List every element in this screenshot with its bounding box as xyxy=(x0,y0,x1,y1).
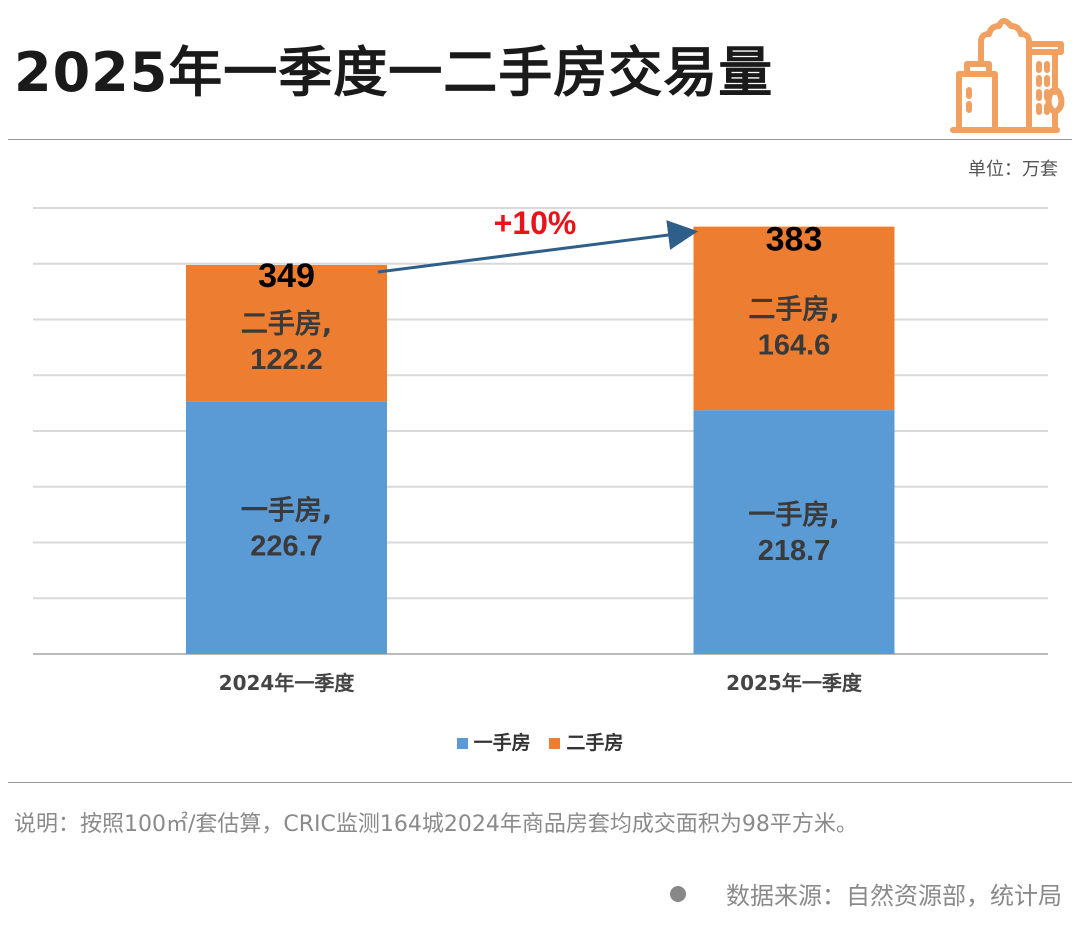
total-label: 383 xyxy=(766,221,823,259)
data-label-value: 164.6 xyxy=(758,329,831,361)
data-label-value: 226.7 xyxy=(250,531,323,563)
legend-swatch-second xyxy=(549,738,561,749)
data-label-name: 二手房, xyxy=(241,309,332,340)
legend-label-new: 一手房 xyxy=(473,732,531,754)
unit-label: 单位：万套 xyxy=(968,159,1058,180)
total-label: 349 xyxy=(258,257,315,295)
legend-label-second: 二手房 xyxy=(566,732,624,754)
bar-segment-new xyxy=(186,401,387,654)
bar-segment-second xyxy=(693,226,895,411)
page-title: 2025年一季度一二手房交易量 xyxy=(14,41,774,104)
x-tick-label: 2024年一季度 xyxy=(219,671,356,695)
data-source-text: 数据来源：自然资源部，统计局 xyxy=(726,882,1062,910)
data-source: 数据来源：自然资源部，统计局 xyxy=(670,876,1062,911)
growth-arrow xyxy=(377,220,698,274)
title-divider xyxy=(8,139,1072,140)
data-label-name: 一手房, xyxy=(748,500,839,531)
city-buildings-icon xyxy=(950,18,1065,133)
legend-item-new: 一手房 xyxy=(456,732,531,754)
data-label-name: 二手房, xyxy=(748,294,839,325)
data-label-name: 一手房, xyxy=(241,496,332,527)
growth-annotation: +10% xyxy=(494,205,577,241)
legend-swatch-new xyxy=(456,738,468,749)
data-label-value: 122.2 xyxy=(250,344,323,376)
legend: 一手房 二手房 xyxy=(0,728,1080,755)
bar-segment-new xyxy=(693,410,895,654)
data-label-value: 218.7 xyxy=(758,535,831,567)
bullet-icon xyxy=(670,886,686,902)
x-tick-label: 2025年一季度 xyxy=(726,671,863,695)
footnote: 说明：按照100㎡/套估算，CRIC监测164城2024年商品房套均成交面积为9… xyxy=(14,812,858,837)
stacked-bar-chart: 一手房, 226.7 二手房, 122.2 349 2024年一季度 一手房, 218.7 二手… xyxy=(33,205,1048,695)
bar-segment-second xyxy=(186,264,387,402)
footer-divider xyxy=(8,782,1072,783)
legend-item-second: 二手房 xyxy=(549,732,623,754)
